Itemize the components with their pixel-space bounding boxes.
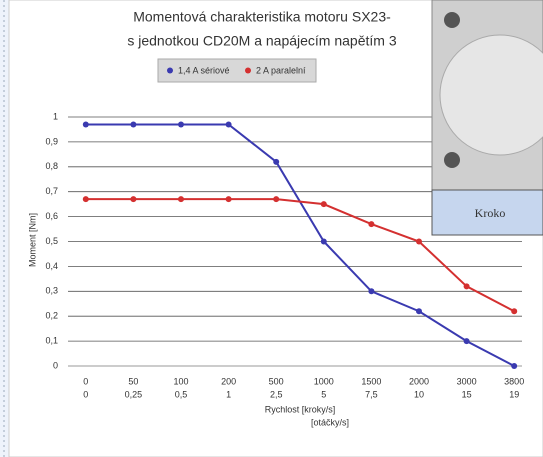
x-tick-label: 50 [128, 376, 138, 386]
y-tick-label: 0,9 [45, 136, 58, 146]
x-tick-label: 500 [269, 376, 284, 386]
x-tick-sublabel: 19 [509, 389, 519, 399]
data-point [178, 121, 184, 128]
x-tick-label: 0 [83, 376, 88, 386]
y-tick-label: 0,8 [45, 161, 58, 171]
y-tick-label: 0,1 [45, 335, 58, 345]
x-tick-sublabel: 7,5 [365, 389, 378, 399]
data-point [225, 121, 232, 128]
data-point [82, 196, 89, 203]
y-tick-label: 0,6 [45, 211, 58, 221]
x-tick-label: 1500 [361, 376, 381, 386]
data-point [82, 121, 89, 128]
data-point [273, 158, 280, 165]
data-point [130, 121, 137, 128]
data-point [368, 221, 375, 228]
chart-title: Momentová charakteristika motoru SX23- [133, 9, 391, 25]
chart-subtitle: s jednotkou CD20M a napájecím napětím 3 [127, 33, 396, 49]
data-point [463, 283, 470, 290]
figure: Kroko [431, 0, 543, 236]
y-tick-label: 0,5 [45, 236, 58, 246]
motor-shape [439, 34, 543, 156]
x-tick-sublabel: 2,5 [270, 389, 283, 399]
x-tick-label: 100 [173, 376, 188, 386]
figure-caption-box [431, 189, 543, 236]
x-tick-label: 2000 [409, 376, 429, 386]
legend-label: 1,4 A sériové [178, 65, 230, 75]
legend-label: 2 A paralelní [256, 65, 306, 75]
x-tick-sublabel: 5 [321, 389, 326, 399]
legend-marker [245, 67, 251, 74]
y-tick-label: 0 [53, 360, 58, 370]
x-axis-label-secondary: [otáčky/s] [311, 417, 349, 427]
x-tick-sublabel: 10 [414, 389, 424, 399]
data-point [463, 338, 470, 345]
x-tick-sublabel: 1 [226, 389, 231, 399]
motor-hole [444, 152, 460, 168]
x-tick-sublabel: 0,5 [175, 389, 188, 399]
y-tick-label: 0,4 [45, 261, 58, 271]
x-tick-sublabel: 0 [83, 389, 88, 399]
data-point [130, 196, 137, 203]
series-line [85, 198, 515, 313]
x-axis-label: Rychlost [kroky/s] [265, 404, 336, 414]
data-point [511, 308, 518, 315]
data-point [368, 288, 375, 295]
x-tick-sublabel: 0,25 [125, 389, 143, 399]
y-tick-label: 0,2 [45, 311, 58, 321]
x-tick-label: 3800 [504, 376, 524, 386]
x-tick-sublabel: 15 [462, 389, 472, 399]
data-point [416, 308, 422, 315]
motor-hole [444, 12, 460, 28]
y-tick-label: 0,3 [45, 286, 58, 296]
figure-caption: Kroko [475, 206, 506, 220]
data-point [416, 238, 422, 245]
x-tick-label: 200 [221, 376, 236, 386]
x-tick-label: 3000 [457, 376, 477, 386]
data-point [273, 196, 280, 203]
data-point [320, 238, 327, 245]
y-tick-label: 0,7 [45, 186, 58, 196]
data-point [178, 196, 184, 203]
y-tick-label: 1 [53, 111, 58, 121]
legend-box [157, 58, 317, 83]
x-tick-label: 1000 [314, 376, 334, 386]
y-axis-label: Moment [Nm] [27, 213, 37, 267]
data-point [511, 363, 518, 369]
data-point [320, 201, 327, 208]
data-point [225, 196, 232, 203]
legend-marker [167, 67, 173, 74]
